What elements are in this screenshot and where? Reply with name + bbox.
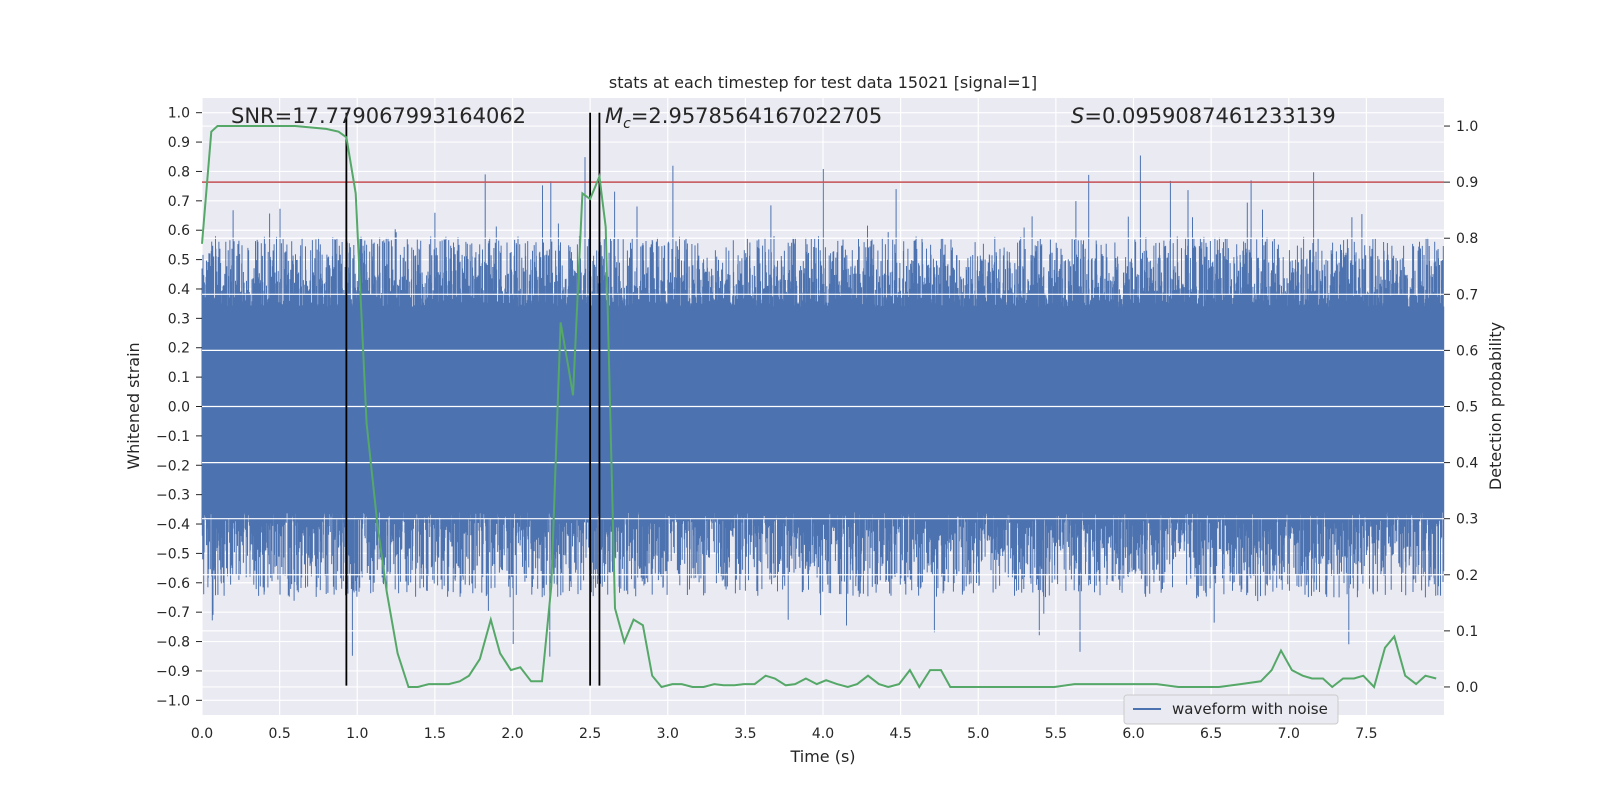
y-tick-label: 0.3 xyxy=(168,311,190,327)
x-tick-label: 3.5 xyxy=(734,726,756,742)
waveform-series xyxy=(201,155,1445,657)
y-tick-label: −0.8 xyxy=(156,635,190,651)
x-tick-label: 6.0 xyxy=(1122,726,1144,742)
vertical-markers xyxy=(345,112,601,686)
y2-tick-label: 0.9 xyxy=(1456,175,1478,191)
y-tick-label: −0.2 xyxy=(156,458,190,474)
y2-tick-label: 0.3 xyxy=(1456,512,1478,528)
y2-tick-label: 0.2 xyxy=(1456,568,1478,584)
y2-tick-label: 0.0 xyxy=(1456,680,1478,696)
x-tick-label: 0.0 xyxy=(191,726,213,742)
y-tick-label: −0.9 xyxy=(156,664,190,680)
y-tick-label: −0.3 xyxy=(156,488,190,504)
y-tick-label: −0.7 xyxy=(156,605,190,621)
y2-tick-label: 0.6 xyxy=(1456,343,1478,359)
y-tick-label: −1.0 xyxy=(156,693,190,709)
s-value: =0.0959087461233139 xyxy=(1084,104,1335,128)
chart-title: stats at each timestep for test data 150… xyxy=(609,73,1037,92)
y2-tick-label: 0.7 xyxy=(1456,287,1478,303)
x-tick-label: 3.0 xyxy=(657,726,679,742)
y-tick-label: 0.7 xyxy=(168,194,190,210)
y-tick-label: 0.4 xyxy=(168,282,190,298)
chirp-mass-annotation: Mc=2.9578564167022705 xyxy=(605,104,882,132)
x-tick-label: 2.0 xyxy=(501,726,523,742)
y2-tick-label: 0.1 xyxy=(1456,624,1478,640)
y2-tick-label: 0.4 xyxy=(1456,456,1478,472)
x-tick-label: 0.5 xyxy=(268,726,290,742)
legend-box xyxy=(1123,694,1339,725)
mc-value: =2.9578564167022705 xyxy=(631,104,882,128)
snr-annotation: SNR=17.779067993164062 xyxy=(231,104,526,128)
y-tick-label: 0.8 xyxy=(168,164,190,180)
mc-symbol: M xyxy=(605,104,623,128)
y-tick-label: 0.1 xyxy=(168,370,190,386)
probability-series xyxy=(201,125,1437,689)
x-tick-label: 4.5 xyxy=(889,726,911,742)
y-tick-label: −0.6 xyxy=(156,576,190,592)
legend-label: waveform with noise xyxy=(1172,700,1328,718)
waveform-line xyxy=(201,155,1445,657)
y-axis-label: Whitened strain xyxy=(124,342,143,469)
y2-tick-label: 1.0 xyxy=(1456,119,1478,135)
x-tick-label: 1.0 xyxy=(346,726,368,742)
y-tick-label: 1.0 xyxy=(168,106,190,122)
legend: waveform with noise xyxy=(1123,694,1339,725)
y2-axis-label: Detection probability xyxy=(1486,322,1505,490)
s-symbol: S xyxy=(1071,104,1084,128)
y-tick-label: −0.4 xyxy=(156,517,190,533)
x-axis-label: Time (s) xyxy=(789,747,855,766)
y-tick-label: 0.9 xyxy=(168,135,190,151)
y-tick-label: 0.6 xyxy=(168,223,190,239)
x-tick-label: 4.0 xyxy=(812,726,834,742)
y-tick-label: 0.0 xyxy=(168,400,190,416)
x-tick-label: 7.0 xyxy=(1278,726,1300,742)
x-axis-ticks: 0.0 0.5 1.0 1.5 2.0 2.5 3.0 3.5 4.0 4.5 5.0 5.5 6.0 6… xyxy=(191,726,1378,742)
y-tick-label: 0.2 xyxy=(168,341,190,357)
y-tick-label: −0.1 xyxy=(156,429,190,445)
y-axis-ticks: 1.0 0.9 0.8 0.7 0.6 0.5 0.4 0.3 0.2 0.1 0.0 −0.1 −0.… xyxy=(156,106,202,709)
y2-tick-label: 0.5 xyxy=(1456,400,1478,416)
x-tick-label: 5.0 xyxy=(967,726,989,742)
y-tick-label: −0.5 xyxy=(156,546,190,562)
y2-axis-ticks: 1.0 0.9 0.8 0.7 0.6 0.5 0.4 0.3 0.2 0.1 0.0 xyxy=(1444,119,1478,696)
y-tick-label: 0.5 xyxy=(168,253,190,269)
x-tick-label: 5.5 xyxy=(1045,726,1067,742)
x-tick-label: 7.5 xyxy=(1355,726,1377,742)
s-annotation: S=0.0959087461233139 xyxy=(1071,104,1336,128)
x-tick-label: 1.5 xyxy=(424,726,446,742)
mc-subscript: c xyxy=(623,116,631,132)
probability-line xyxy=(201,125,1437,689)
x-tick-label: 2.5 xyxy=(579,726,601,742)
x-tick-label: 6.5 xyxy=(1200,726,1222,742)
y2-tick-label: 0.8 xyxy=(1456,231,1478,247)
